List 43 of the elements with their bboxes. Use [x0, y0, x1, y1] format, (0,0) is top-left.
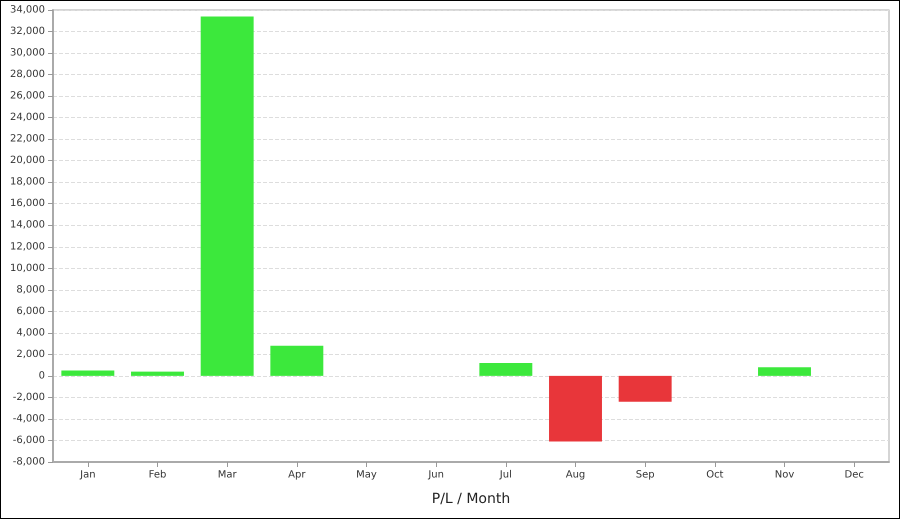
x-tick-label: Mar	[218, 470, 238, 480]
x-tick-label: Dec	[844, 470, 864, 480]
y-tick-label: 34,000	[10, 4, 45, 16]
y-tick-label: 20,000	[10, 155, 45, 166]
bar	[618, 376, 672, 402]
y-tick-label: 32,000	[10, 26, 45, 38]
x-tick-label: Jan	[79, 470, 96, 480]
y-tick-label: -8,000	[12, 456, 45, 468]
x-tick-label: Nov	[774, 470, 794, 480]
x-tick-label: Aug	[566, 470, 586, 480]
y-tick-label: 8,000	[16, 284, 45, 296]
y-tick-label: 18,000	[10, 176, 45, 188]
x-tick-label: Apr	[288, 470, 306, 480]
bar	[758, 367, 811, 376]
y-tick-label: 24,000	[10, 112, 45, 124]
x-tick-label: Feb	[148, 470, 166, 480]
y-tick-label: 4,000	[16, 327, 45, 338]
y-tick-label: 0	[38, 370, 45, 382]
y-tick-label: 26,000	[10, 90, 45, 102]
y-tick-label: 16,000	[10, 198, 45, 210]
bar	[549, 376, 602, 442]
x-tick-label: May	[356, 470, 377, 480]
x-axis-title: P/L / Month	[432, 491, 510, 507]
bar	[270, 346, 324, 376]
x-tick-label: Jul	[498, 470, 512, 480]
y-tick-label: 28,000	[10, 69, 45, 80]
x-tick-label: Jun	[427, 470, 444, 480]
y-tick-label: -2,000	[12, 392, 45, 403]
y-tick-label: 12,000	[10, 241, 45, 252]
bar	[131, 372, 184, 376]
bar	[479, 362, 532, 376]
y-tick-label: -6,000	[12, 434, 45, 446]
bar	[200, 16, 254, 376]
bar	[61, 370, 114, 376]
x-tick-label: Oct	[706, 470, 724, 480]
x-tick-label: Sep	[636, 470, 655, 480]
y-tick-label: -4,000	[12, 413, 45, 424]
y-tick-label: 30,000	[10, 48, 45, 59]
y-tick-label: 6,000	[16, 306, 45, 317]
y-tick-label: 2,000	[16, 348, 45, 360]
y-tick-label: 10,000	[10, 262, 45, 274]
y-tick-label: 22,000	[10, 134, 45, 145]
y-tick-label: 14,000	[10, 220, 45, 231]
